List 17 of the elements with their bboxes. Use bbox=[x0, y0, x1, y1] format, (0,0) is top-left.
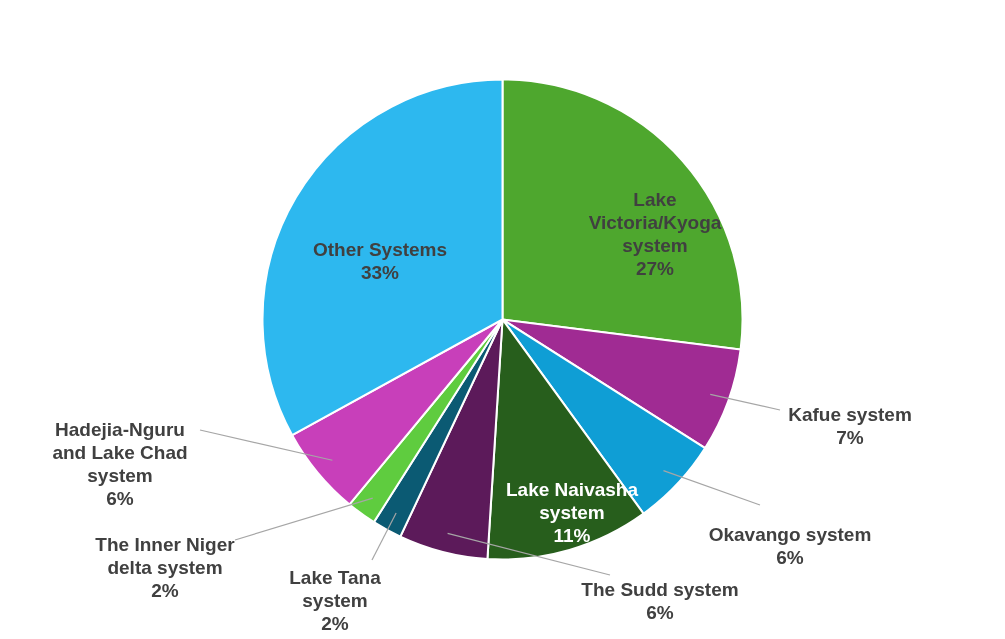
slice-label: The Sudd system bbox=[581, 579, 739, 600]
data-label: 6% bbox=[776, 547, 804, 568]
slice-label: The Inner Niger delta system bbox=[95, 534, 236, 578]
slice-label: Okavango system bbox=[708, 524, 872, 545]
data-label: 6% bbox=[646, 602, 674, 623]
slice-label: Lake Victoria/Kyoga system bbox=[588, 189, 722, 256]
data-label: 27% bbox=[635, 258, 675, 279]
data-label: 11% bbox=[553, 525, 591, 546]
data-label: 7% bbox=[836, 427, 864, 448]
data-label: 2% bbox=[321, 613, 349, 634]
slice-label: Hadejia-Nguru and Lake Chad system bbox=[52, 419, 188, 486]
slice-label: Kafue system bbox=[788, 404, 912, 425]
data-label: 2% bbox=[151, 580, 179, 601]
slice-label: Other Systems bbox=[312, 239, 448, 260]
data-label: 33% bbox=[360, 262, 400, 283]
data-label: 6% bbox=[106, 488, 134, 509]
slice-label: Lake Tana system bbox=[289, 567, 382, 611]
